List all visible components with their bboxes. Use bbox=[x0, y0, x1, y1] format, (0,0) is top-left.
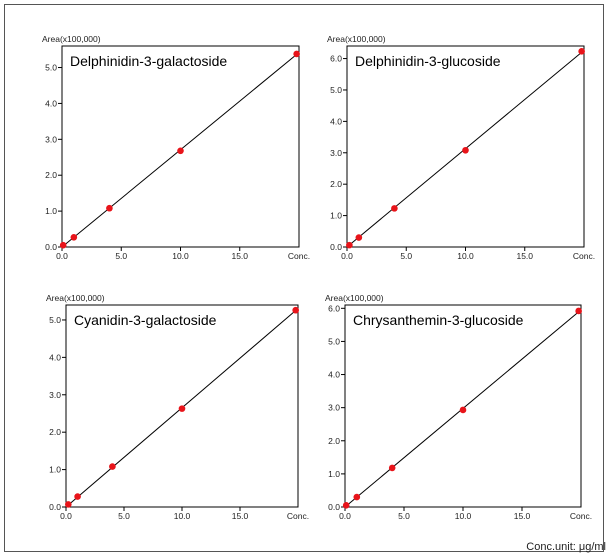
x-tick-label: 5.0 bbox=[400, 251, 412, 261]
data-point bbox=[59, 241, 67, 249]
y-tick-label: 3.0 bbox=[49, 390, 61, 400]
y-tick-label: 3.0 bbox=[328, 403, 340, 413]
y-tick-label: 4.0 bbox=[330, 116, 342, 126]
x-tick-label: 0.0 bbox=[56, 251, 68, 261]
x-tick-label: 10.0 bbox=[172, 251, 189, 261]
y-tick-label: 0.0 bbox=[328, 502, 340, 512]
x-tick-label: 10.0 bbox=[457, 251, 474, 261]
chart-title: Delphinidin-3-galactoside bbox=[70, 53, 227, 69]
data-point bbox=[578, 48, 585, 55]
y-tick-label: 4.0 bbox=[328, 370, 340, 380]
data-point bbox=[109, 463, 116, 470]
x-tick-label: 5.0 bbox=[398, 511, 410, 521]
data-point bbox=[292, 306, 299, 314]
y-axis-label: Area(x100,000) bbox=[42, 34, 101, 44]
x-tick-label: 15.0 bbox=[516, 251, 533, 261]
data-point bbox=[177, 147, 184, 155]
x-tick-label: 15.0 bbox=[514, 511, 531, 521]
y-tick-label: 1.0 bbox=[328, 469, 340, 479]
y-tick-label: 5.0 bbox=[49, 315, 61, 325]
y-tick-label: 4.0 bbox=[45, 98, 57, 108]
y-tick-label: 4.0 bbox=[49, 352, 61, 362]
y-tick-label: 1.0 bbox=[45, 206, 57, 216]
data-point bbox=[178, 405, 186, 412]
chart-panel-3: Area(x100,000) Cyanidin-3-galactoside 0.0 1… bbox=[46, 293, 309, 521]
y-tick-label: 1.0 bbox=[330, 211, 342, 221]
plot-area bbox=[346, 45, 585, 248]
data-point bbox=[391, 205, 398, 212]
y-tick-label: 5.0 bbox=[45, 63, 57, 73]
data-point bbox=[74, 493, 81, 500]
chart-title: Delphinidin-3-glucoside bbox=[355, 53, 501, 69]
y-axis-label: Area(x100,000) bbox=[46, 293, 105, 303]
y-tick-label: 2.0 bbox=[328, 436, 340, 446]
data-point bbox=[342, 502, 350, 509]
y-tick-label: 0.0 bbox=[49, 502, 61, 512]
y-tick-label: 6.0 bbox=[330, 54, 342, 64]
data-point bbox=[575, 307, 582, 315]
chart-title: Chrysanthemin-3-glucoside bbox=[353, 312, 524, 328]
x-tick-label: 15.0 bbox=[231, 251, 248, 261]
data-point bbox=[346, 241, 353, 249]
x-tick-label: 5.0 bbox=[118, 511, 130, 521]
data-point bbox=[106, 204, 113, 212]
x-tick-label: 10.0 bbox=[455, 511, 472, 521]
y-tick-label: 0.0 bbox=[45, 242, 57, 252]
chart-panel-4: Area(x100,000) Chrysanthemin-3-glucoside 0… bbox=[325, 293, 592, 521]
y-tick-label: 1.0 bbox=[49, 465, 61, 475]
y-tick-label: 3.0 bbox=[330, 148, 342, 158]
data-point bbox=[293, 50, 300, 58]
y-tick-label: 2.0 bbox=[330, 179, 342, 189]
chart-panel-2: Area(x100,000) Delphinidin-3-glucoside 0.0… bbox=[327, 34, 595, 261]
data-point bbox=[70, 234, 78, 241]
y-tick-label: 0.0 bbox=[330, 242, 342, 252]
y-tick-label: 2.0 bbox=[49, 427, 61, 437]
concentration-unit-note: Conc.unit: μg/ml bbox=[526, 541, 606, 553]
x-axis-label: Conc. bbox=[287, 511, 309, 521]
data-point bbox=[353, 493, 361, 501]
x-tick-label: 0.0 bbox=[341, 251, 353, 261]
data-point bbox=[462, 146, 469, 154]
data-point bbox=[65, 501, 72, 508]
chart-title: Cyanidin-3-galactoside bbox=[74, 312, 217, 328]
y-axis-label: Area(x100,000) bbox=[327, 34, 386, 44]
x-axis-label: Conc. bbox=[570, 511, 592, 521]
data-point bbox=[388, 464, 396, 472]
plot-area bbox=[61, 45, 300, 248]
y-tick-label: 6.0 bbox=[328, 303, 340, 313]
figure-frame bbox=[4, 4, 604, 552]
x-tick-label: 10.0 bbox=[174, 511, 191, 521]
plot-area bbox=[344, 304, 582, 508]
y-tick-label: 3.0 bbox=[45, 134, 57, 144]
y-axis-label: Area(x100,000) bbox=[325, 293, 384, 303]
data-point bbox=[459, 406, 467, 414]
data-point bbox=[355, 234, 363, 241]
chart-panel-1: Area(x100,000) Delphinidin-3-galactoside 0… bbox=[42, 34, 310, 261]
x-axis-label: Conc. bbox=[288, 251, 310, 261]
x-tick-label: 0.0 bbox=[339, 511, 351, 521]
x-tick-label: 5.0 bbox=[115, 251, 127, 261]
x-axis-label: Conc. bbox=[573, 251, 595, 261]
x-tick-label: 15.0 bbox=[232, 511, 249, 521]
y-tick-label: 2.0 bbox=[45, 170, 57, 180]
x-tick-label: 0.0 bbox=[60, 511, 72, 521]
y-tick-label: 5.0 bbox=[328, 336, 340, 346]
y-tick-label: 5.0 bbox=[330, 85, 342, 95]
